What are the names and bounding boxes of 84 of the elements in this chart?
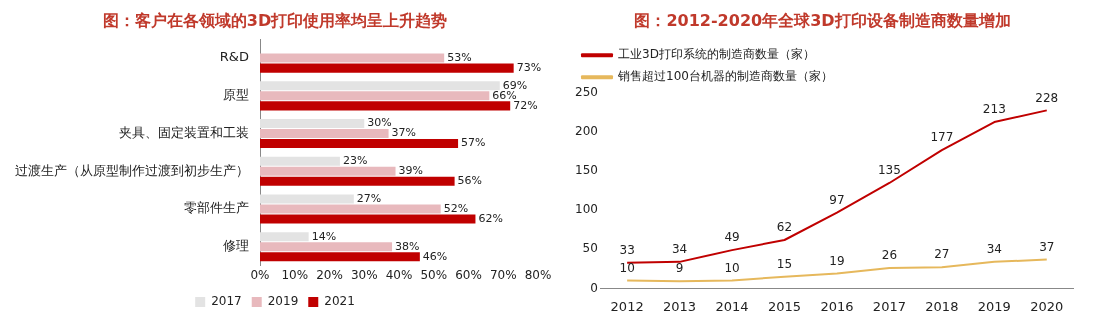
data-label: 73%: [516, 60, 542, 74]
x-tick-label: 2017: [872, 298, 906, 314]
data-label: 38%: [395, 239, 420, 253]
data-label: 177: [930, 130, 954, 145]
x-tick-label: 2013: [663, 298, 697, 314]
data-label: 9: [675, 261, 684, 276]
data-label: 52%: [443, 201, 469, 215]
data-label: 62: [776, 220, 793, 235]
chart-title: 图：2012-2020年全球3D打印设备制造商数量增加: [634, 10, 1011, 30]
data-label: 53%: [447, 50, 472, 64]
y-tick-label: 250: [575, 85, 598, 100]
data-label: 97: [829, 192, 845, 207]
bar: [260, 129, 389, 139]
bar: [260, 139, 459, 149]
data-label: 15: [776, 256, 793, 271]
bar: [260, 91, 490, 101]
x-tick-label: 50%: [420, 267, 448, 282]
bar: [260, 194, 354, 204]
data-label: 39%: [398, 164, 423, 178]
legend-label: 2021: [324, 294, 355, 309]
x-tick-label: 2019: [977, 298, 1011, 314]
y-tick-label: 150: [575, 163, 598, 178]
bar: [260, 63, 514, 73]
data-label: 37%: [391, 126, 417, 140]
data-label: 33: [619, 242, 635, 257]
x-tick-label: 20%: [316, 267, 343, 282]
data-label: 57%: [461, 136, 486, 150]
x-tick-label: 2020: [1030, 298, 1064, 314]
bar: [260, 214, 476, 224]
y-tick-label: 修理: [223, 238, 249, 254]
bar: [260, 156, 340, 166]
y-tick-label: 过渡生产（从原型制作过渡到初步生产）: [15, 162, 249, 178]
x-tick-label: 40%: [385, 267, 413, 282]
bar: [260, 252, 420, 262]
data-label: 213: [982, 102, 1006, 117]
y-tick-label: 100: [575, 202, 598, 217]
data-label: 14%: [311, 229, 337, 243]
data-label: 10: [619, 260, 635, 275]
bar: [260, 242, 393, 252]
data-label: 10: [724, 260, 740, 275]
bar: [260, 166, 396, 176]
bar: [260, 118, 365, 128]
x-tick-label: 80%: [524, 267, 552, 282]
x-tick-label: 0%: [250, 267, 270, 282]
data-label: 30%: [367, 116, 392, 130]
legend-label: 工业3D打印系统的制造商数量（家）: [618, 47, 815, 62]
x-tick-label: 60%: [455, 267, 482, 282]
bar: [260, 81, 500, 91]
data-label: 135: [877, 163, 901, 178]
data-label: 56%: [457, 174, 483, 188]
x-tick-label: 70%: [489, 267, 517, 282]
y-tick-label: 夹具、固定装置和工装: [119, 124, 249, 140]
data-label: 49: [724, 230, 740, 245]
chart-title: 图：客户在各领域的3D打印使用率均呈上升趋势: [102, 10, 448, 30]
bar: [260, 176, 455, 186]
bar: [260, 204, 441, 214]
x-tick-label: 30%: [350, 267, 378, 282]
bar: [260, 53, 445, 63]
x-tick-label: 2014: [715, 298, 749, 314]
data-label: 19: [829, 253, 845, 268]
data-label: 27: [934, 247, 950, 262]
x-tick-label: 2012: [610, 298, 644, 314]
x-tick-label: 2016: [820, 298, 854, 314]
y-tick-label: 200: [575, 124, 598, 139]
x-tick-label: 2018: [925, 298, 959, 314]
y-tick-label: 原型: [223, 87, 249, 103]
data-label: 26: [881, 248, 898, 263]
y-tick-label: 零部件生产: [184, 200, 249, 216]
y-tick-label: 0: [590, 280, 598, 295]
data-label: 34: [986, 241, 1002, 256]
x-tick-label: 10%: [281, 267, 309, 282]
data-label: 46%: [422, 249, 448, 263]
y-tick-label: 50: [582, 241, 598, 256]
bar: [260, 101, 511, 111]
bar: [260, 232, 309, 242]
x-tick-label: 2015: [767, 298, 802, 314]
data-label: 34: [671, 241, 688, 256]
data-label: 27%: [356, 191, 382, 205]
legend-label: 销售超过100台机器的制造商数量（家）: [617, 69, 833, 84]
y-tick-label: R&D: [219, 49, 249, 65]
data-label: 37: [1039, 239, 1055, 254]
data-label: 228: [1035, 90, 1059, 105]
data-label: 62%: [478, 211, 503, 225]
data-label: 23%: [342, 154, 368, 168]
